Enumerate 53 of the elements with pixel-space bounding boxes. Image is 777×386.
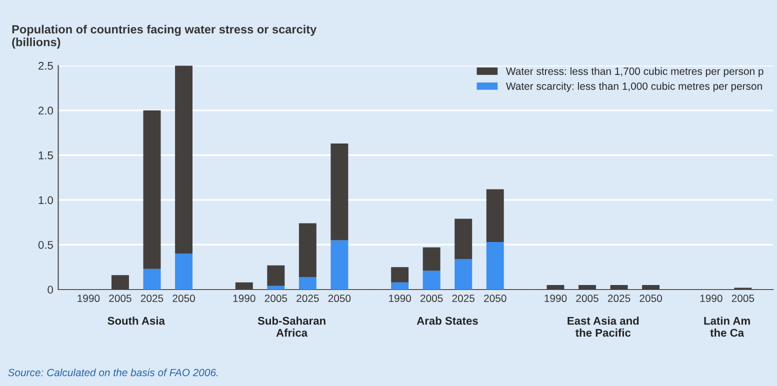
bar [391, 267, 409, 282]
bar [454, 259, 472, 290]
x-tick-label: 2025 [140, 294, 164, 302]
bar [143, 110, 161, 269]
x-tick-label: 1990 [233, 294, 256, 302]
x-tick-label: 2005 [264, 294, 288, 302]
bar [267, 286, 285, 290]
y-tick-label: 2.0 [38, 106, 53, 115]
x-tick-label: 2050 [640, 294, 662, 302]
x-tick-label: 2005 [576, 294, 598, 302]
x-tick-label: 1990 [389, 294, 411, 302]
x-axis-title: Arab States [416, 316, 478, 325]
bar [143, 268, 161, 290]
y-tick-label: 0.5 [38, 240, 53, 249]
x-tick-label: 1990 [78, 294, 100, 302]
x-tick-label: 1990 [544, 294, 567, 302]
bar [175, 66, 193, 254]
bar [267, 265, 285, 286]
bar [422, 247, 440, 271]
x-tick-label: 2005 [420, 294, 443, 302]
x-tick-label: 2005 [109, 294, 132, 302]
bar [175, 254, 193, 290]
bar [422, 270, 440, 290]
x-tick-label: 2005 [732, 294, 754, 302]
x-tick-label: 2025 [608, 294, 630, 302]
bar [330, 240, 348, 290]
bar [330, 144, 348, 240]
legend-label: Water scarcity: less than 1,000 cubic metres per person [506, 82, 762, 92]
x-axis-title: East Asia and the Pacific [568, 316, 639, 337]
y-tick-label: 2.5 [38, 62, 53, 70]
chart-title: Population of countries facing water stress or scarcity (billions) [12, 24, 317, 49]
bar [298, 276, 316, 290]
legend-label: Water stress: less than 1,700 cubic metres per person p [506, 67, 764, 77]
x-tick-label: 2050 [172, 294, 195, 302]
x-axis-title: Sub-Saharan Africa [258, 316, 326, 337]
y-tick-label: 1.0 [38, 196, 53, 204]
y-tick-label: 1.5 [38, 152, 53, 160]
bar [486, 189, 504, 242]
x-tick-label: 2050 [328, 294, 351, 302]
bar [486, 242, 504, 290]
bar [391, 282, 409, 290]
y-tick-label: 0 [48, 286, 53, 294]
x-tick-label: 1990 [700, 294, 722, 302]
x-tick-label: 2025 [296, 294, 319, 302]
x-tick-label: 2050 [484, 294, 506, 302]
source-note: Source: Calculated on the basis of FAO 2006. [8, 368, 218, 376]
x-axis-title: South Asia [108, 316, 165, 325]
x-axis-title: Latin Am the Ca [704, 316, 750, 337]
bar [235, 282, 253, 290]
bar [454, 218, 472, 260]
bar [298, 223, 316, 277]
x-tick-label: 2025 [452, 294, 474, 302]
bar [111, 275, 129, 290]
